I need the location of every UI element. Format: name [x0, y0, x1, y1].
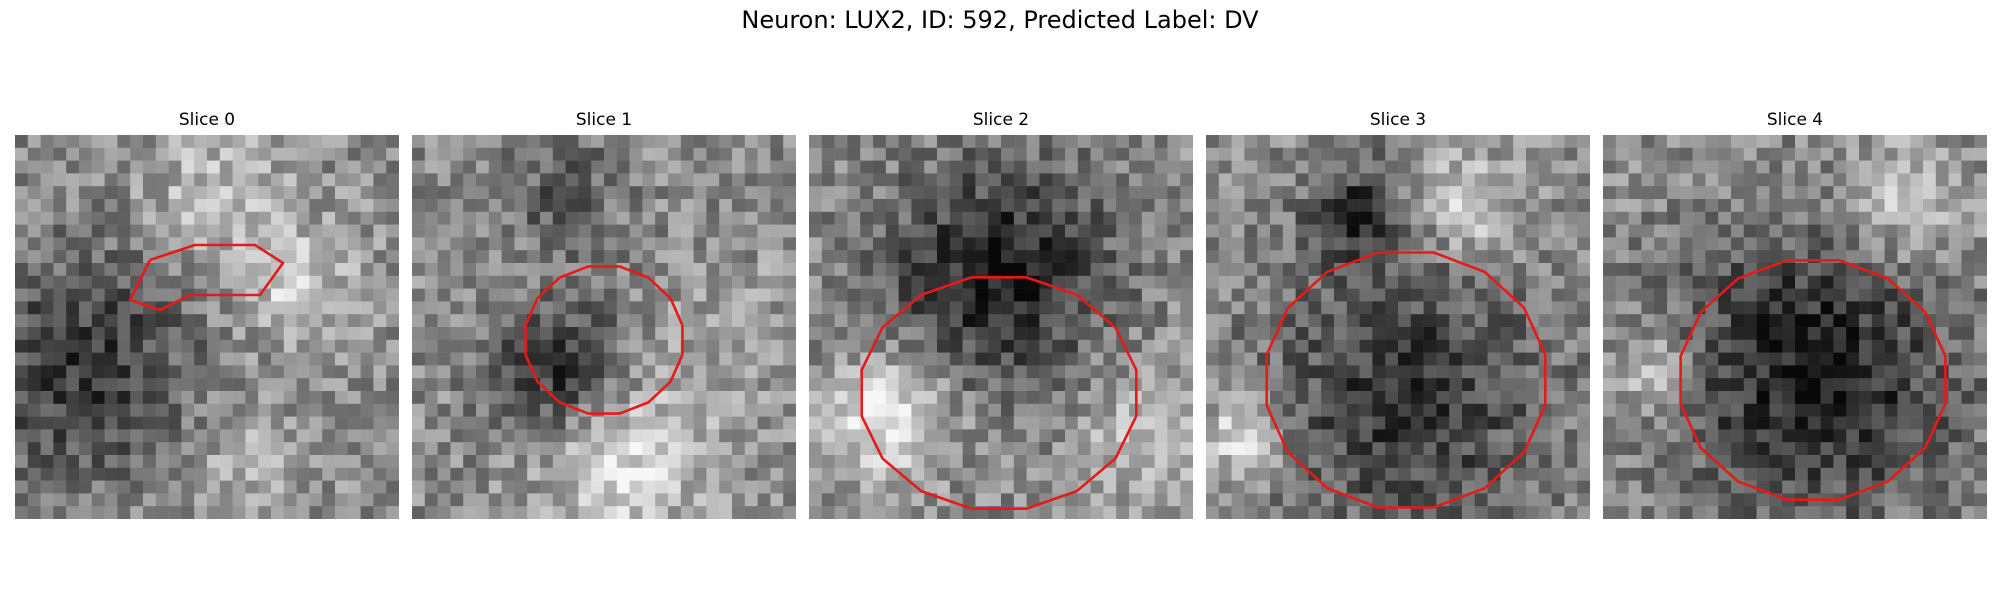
figure-title: Neuron: LUX2, ID: 592, Predicted Label: …: [741, 6, 1259, 34]
roi-contour: [860, 275, 1138, 511]
slice-panel-4: Slice 4: [1603, 110, 1987, 519]
slice-title-2: Slice 2: [972, 110, 1030, 130]
slice-image-1: [412, 135, 796, 519]
roi-contour: [128, 243, 285, 312]
pixel-grid: [15, 135, 399, 519]
slice-panel-1: Slice 1: [412, 110, 796, 519]
slice-image-2: [809, 135, 1193, 519]
slice-image-4: [1603, 135, 1987, 519]
slice-panel-0: Slice 0: [15, 110, 399, 519]
roi-contour: [1679, 259, 1947, 501]
pixel-grid: [1603, 135, 1987, 519]
roi-contour: [524, 265, 684, 415]
roi-contour: [1265, 251, 1547, 509]
pixel-grid: [1206, 135, 1590, 519]
slice-panel-3: Slice 3: [1206, 110, 1590, 519]
pixel-grid: [412, 135, 796, 519]
slice-title-0: Slice 0: [178, 110, 236, 130]
slice-panel-2: Slice 2: [809, 110, 1193, 519]
slice-title-4: Slice 4: [1766, 110, 1824, 130]
slice-image-3: [1206, 135, 1590, 519]
slice-image-0: [15, 135, 399, 519]
slice-title-1: Slice 1: [575, 110, 633, 130]
slice-title-3: Slice 3: [1369, 110, 1427, 130]
pixel-grid: [809, 135, 1193, 519]
